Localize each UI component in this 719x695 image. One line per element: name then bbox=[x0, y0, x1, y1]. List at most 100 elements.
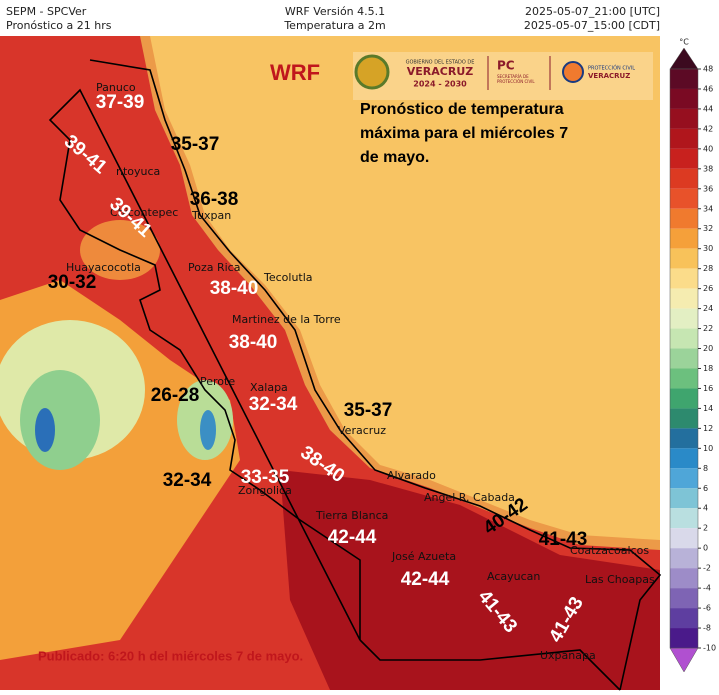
logo-text: GOBIERNO DEL ESTADO DE bbox=[406, 60, 475, 66]
colorbar-band bbox=[670, 348, 698, 369]
state-border bbox=[359, 639, 621, 691]
colorbar-tick-label: 0 bbox=[703, 544, 708, 553]
colorbar-band bbox=[670, 69, 698, 89]
colorbar-band bbox=[670, 188, 698, 209]
range-label: 30-32 bbox=[48, 272, 97, 293]
logo-text: PC bbox=[497, 59, 515, 73]
place-label: Veracruz bbox=[338, 424, 386, 437]
colorbar-band bbox=[670, 588, 698, 609]
colorbar-unit: °C bbox=[679, 38, 689, 47]
place-label: Tierra Blanca bbox=[315, 509, 388, 522]
colorbar-extend bbox=[669, 47, 699, 70]
colorbar-tick-label: -8 bbox=[703, 624, 711, 633]
colorbar-tick-label: 14 bbox=[703, 404, 713, 413]
range-label: 42-44 bbox=[328, 527, 377, 548]
header-text: Pronóstico a 21 hrs bbox=[6, 19, 112, 32]
place-label: Tecolutla bbox=[263, 271, 313, 284]
state-border bbox=[48, 59, 662, 691]
logo-text: 2024 - 2030 bbox=[413, 80, 467, 89]
range-label: 38-40 bbox=[210, 278, 259, 299]
range-label: 33-35 bbox=[241, 467, 290, 488]
place-label: Martinez de la Torre bbox=[232, 313, 341, 326]
colorbar-band bbox=[670, 548, 698, 569]
colorbar-tick-label: 4 bbox=[703, 504, 708, 513]
colorbar-tick-label: 36 bbox=[703, 184, 713, 193]
logo-emblem bbox=[562, 61, 584, 83]
colorbar-band bbox=[670, 208, 698, 229]
colorbar-tick-label: 10 bbox=[703, 444, 713, 453]
logo-text: VERACRUZ bbox=[407, 65, 473, 78]
colorbar-band bbox=[670, 488, 698, 509]
logo-text: SECRETARÍA DE bbox=[497, 74, 529, 79]
header-text: 2025-05-07_15:00 [CDT] bbox=[524, 19, 660, 32]
range-label: 41-43 bbox=[539, 529, 588, 550]
place-label: Tuxpan bbox=[191, 209, 231, 222]
place-label: Panuco bbox=[96, 81, 136, 94]
header-text: Temperatura a 2m bbox=[283, 19, 385, 32]
colorbar-tick-label: 34 bbox=[703, 204, 713, 213]
colorbar-tick-label: 30 bbox=[703, 244, 713, 253]
colorbar-band bbox=[670, 408, 698, 429]
place-label: Acayucan bbox=[487, 570, 540, 583]
cold-spot bbox=[35, 408, 55, 452]
colorbar-tick-label: 24 bbox=[703, 304, 713, 313]
colorbar-band bbox=[670, 328, 698, 349]
colorbar-tick-label: 20 bbox=[703, 344, 713, 353]
colorbar-tick-label: 18 bbox=[703, 364, 713, 373]
description: máxima para el miércoles 7 bbox=[360, 125, 568, 142]
colorbar-tick-label: -2 bbox=[703, 564, 711, 573]
colorbar-tick-label: 44 bbox=[703, 104, 713, 113]
colorbar-tick-label: 40 bbox=[703, 144, 713, 153]
colorbar-band bbox=[670, 468, 698, 489]
colorbar-tick-label: -10 bbox=[703, 644, 716, 653]
colorbar-tick-label: 2 bbox=[703, 524, 708, 533]
range-label: 35-37 bbox=[171, 134, 220, 155]
colorbar-band bbox=[670, 108, 698, 129]
range-label: 26-28 bbox=[151, 385, 200, 406]
place-label: Chicontepec bbox=[110, 206, 178, 219]
colorbar-tick-label: 32 bbox=[703, 224, 713, 233]
colorbar-band bbox=[670, 168, 698, 189]
colorbar-tick-label: 12 bbox=[703, 424, 713, 433]
logo-text: VERACRUZ bbox=[588, 72, 630, 80]
colorbar-tick-label: 48 bbox=[703, 65, 713, 74]
logo-text: PROTECCIÓN CIVIL bbox=[588, 65, 635, 72]
place-label: José Azueta bbox=[391, 550, 456, 563]
colorbar-tick-label: -6 bbox=[703, 604, 711, 613]
description: Pronóstico de temperatura bbox=[360, 101, 564, 118]
range-label: 35-37 bbox=[344, 400, 393, 421]
range-label: 36-38 bbox=[190, 189, 239, 210]
colorbar-band bbox=[670, 268, 698, 289]
range-label: 42-44 bbox=[401, 569, 450, 590]
colorbar-band bbox=[670, 628, 698, 648]
colorbar-extend bbox=[669, 647, 699, 673]
colorbar-band bbox=[670, 308, 698, 329]
colorbar-tick-label: 28 bbox=[703, 264, 713, 273]
colorbar-band bbox=[670, 88, 698, 109]
logo-shield bbox=[354, 54, 390, 90]
range-label: 37-39 bbox=[96, 92, 145, 113]
colorbar-frame bbox=[669, 68, 699, 649]
colorbar-tick-label: 16 bbox=[703, 384, 713, 393]
place-label: Uxpanapa bbox=[540, 649, 596, 662]
logos: GOBIERNO DEL ESTADO DE VERACRUZ 2024 - 2… bbox=[353, 52, 653, 100]
colorbar-tick-label: 46 bbox=[703, 84, 713, 93]
place-label: Las Choapas bbox=[585, 573, 655, 586]
place-label: Perote bbox=[200, 375, 235, 388]
place-label: Poza Rica bbox=[188, 261, 240, 274]
place-label: Coatzacoalcos bbox=[570, 544, 649, 557]
place-label: Angel R. Cabada bbox=[424, 491, 515, 504]
place-label: Zongolica bbox=[238, 484, 292, 497]
colorbar-tick-label: 8 bbox=[703, 464, 708, 473]
place-label: Alvarado bbox=[387, 469, 436, 482]
colorbar-tick-label: 42 bbox=[703, 124, 713, 133]
colorbar-band bbox=[670, 528, 698, 549]
hot-zone bbox=[280, 470, 660, 690]
colorbar-tick-label: 22 bbox=[703, 324, 713, 333]
model-label: WRF bbox=[270, 60, 320, 85]
cool-zone bbox=[20, 370, 100, 470]
logo-band bbox=[353, 52, 653, 100]
colorbar-band bbox=[670, 508, 698, 529]
colorbar-tick-label: 26 bbox=[703, 284, 713, 293]
